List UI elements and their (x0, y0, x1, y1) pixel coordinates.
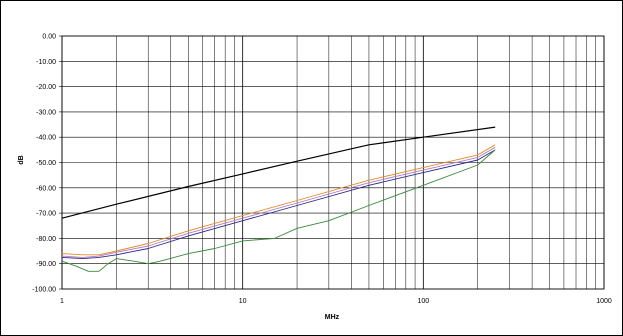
series-line-3 (61, 146, 496, 258)
y-tick-label: -20.00 (36, 84, 56, 91)
y-tick-label: -10.00 (36, 59, 56, 66)
series-line-5 (61, 149, 496, 272)
series-line-4 (61, 149, 496, 260)
x-tick-label: 1000 (596, 298, 612, 305)
x-tick-label: 100 (417, 298, 429, 305)
y-tick-label: -70.00 (36, 211, 56, 218)
series-line-2 (61, 144, 496, 256)
series-line-1 (61, 126, 496, 219)
x-tick-label: 10 (239, 298, 247, 305)
y-tick-label: -30.00 (36, 109, 56, 116)
y-tick-label: 0.00 (42, 34, 56, 41)
y-tick-label: -50.00 (36, 160, 56, 167)
y-tick-label: -80.00 (36, 236, 56, 243)
y-ticks: 0.00 -10.00 -20.00 -30.00 -40.00 -50.00 -60.00… (32, 34, 62, 294)
y-tick-label: -60.00 (36, 185, 56, 192)
series-layer (61, 126, 496, 272)
y-tick-label: -100.00 (32, 287, 56, 294)
x-tick-label: 1 (60, 298, 64, 305)
y-axis-label: dB (18, 155, 25, 164)
x-axis-label: MHz (325, 314, 340, 321)
x-ticks: 1 10 100 1000 (60, 298, 612, 305)
y-tick-label: -40.00 (36, 135, 56, 142)
y-tick-label: -90.00 (36, 261, 56, 268)
grid (61, 35, 605, 290)
